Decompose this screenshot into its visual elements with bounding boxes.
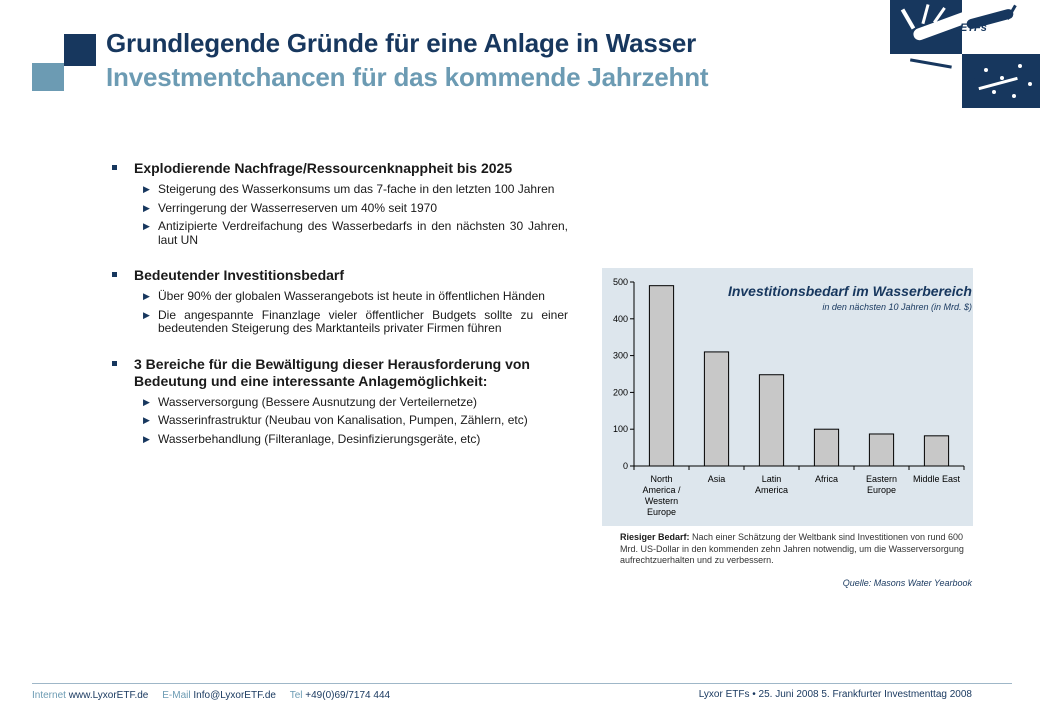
x-tick-label: Europe (647, 507, 676, 517)
y-tick-label: 500 (613, 277, 628, 287)
x-tick-label: North (650, 474, 672, 484)
internet-label: Internet (32, 690, 66, 701)
x-tick-label: Africa (815, 474, 838, 484)
section-heading: 3 Bereiche für die Bewältigung dieser He… (108, 356, 568, 390)
bar (868, 433, 895, 467)
x-tick-label: Middle East (913, 474, 961, 484)
sub-list: ▶ Wasserversorgung (Bessere Ausnutzung de… (108, 394, 568, 447)
y-tick-label: 100 (613, 424, 628, 434)
chart-title: Investitionsbedarf im Wasserbereich (727, 283, 972, 299)
section-heading: Bedeutender Investitionsbedarf (108, 267, 568, 284)
arrow-bullet-icon: ▶ (143, 433, 150, 444)
arrow-bullet-icon: ▶ (143, 291, 150, 301)
y-tick-label: 400 (613, 314, 628, 324)
list-item: ▶ Über 90% der globalen Wasserangebots is… (143, 289, 545, 303)
list-item: ▶ Steigerung des Wasserkonsums um das 7-f… (143, 182, 555, 196)
bar (758, 374, 785, 467)
tel-label: Tel (289, 690, 303, 701)
bar (813, 428, 840, 467)
x-tick-label: Latin (762, 474, 782, 484)
list-item: ▶ Wasserinfrastruktur (Neubau von Kanalis… (143, 413, 528, 427)
bar (648, 285, 675, 467)
arrow-bullet-icon: ▶ (143, 309, 150, 320)
x-tick-label: Europe (867, 485, 896, 495)
square-bullet-icon (112, 360, 117, 366)
section-three-areas: 3 Bereiche für die Bewältigung dieser He… (108, 356, 568, 447)
note-text: Nach einer Schätzung der Weltbank sind I… (620, 532, 964, 565)
bar (703, 351, 730, 467)
bar (923, 435, 950, 467)
bullet-content: Explodierende Nachfrage/Ressourcenknapph… (108, 160, 568, 466)
section-demand: Explodierende Nachfrage/Ressourcenknapph… (108, 160, 568, 247)
footer-event-info: Lyxor ETFs • 25. Juni 2008 5. Frankfurte… (698, 689, 972, 700)
page-subtitle: Investmentchancen für das kommende Jahrz… (106, 62, 709, 92)
footer-contact: Internet www.LyxorETF.de E-Mail Info@Lyx… (32, 690, 390, 701)
x-tick-label: America / (642, 485, 681, 495)
y-tick-label: 0 (623, 461, 628, 471)
arrow-bullet-icon: ▶ (143, 415, 150, 425)
x-tick-label: Western (645, 496, 678, 506)
title-square-dark (64, 34, 96, 66)
square-bullet-icon (112, 272, 117, 277)
arrow-bullet-icon: ▶ (143, 184, 150, 194)
list-item: ▶ Die angespannte Finanzlage vieler öffen… (143, 307, 568, 335)
list-item: ▶ Verringerung der Wasserreserven um 40% … (143, 200, 438, 215)
page-title: Grundlegende Gründe für eine Anlage in W… (106, 28, 697, 58)
email-link[interactable]: Info@LyxorETF.de (193, 690, 276, 701)
y-tick-label: 300 (613, 351, 628, 361)
swiss-knife-icon: ETFs (900, 4, 1032, 98)
chart-note: Riesiger Bedarf: Nach einer Schätzung de… (620, 532, 972, 567)
y-tick-label: 200 (613, 387, 628, 397)
x-tick-label: Asia (708, 474, 726, 484)
sub-list: ▶ Steigerung des Wasserkonsums um das 7-f… (108, 182, 568, 247)
title-square-light (32, 63, 64, 91)
arrow-bullet-icon: ▶ (143, 202, 150, 213)
tel-value: +49(0)69/7174 444 (305, 690, 391, 701)
x-tick-label: Eastern (866, 474, 897, 484)
section-heading: Explodierende Nachfrage/Ressourcenknapph… (108, 160, 568, 177)
lyxor-etf-logo: ETFs (890, 0, 1040, 108)
email-label: E-Mail (162, 690, 191, 701)
logo-text: ETFs (960, 22, 987, 34)
list-item: ▶ Antizipierte Verdreifachung des Wasserb… (143, 219, 568, 247)
list-item: ▶ Wasserbehandlung (Filteranlage, Desinfi… (143, 431, 481, 446)
chart-source: Quelle: Masons Water Yearbook (842, 578, 972, 588)
note-label: Riesiger Bedarf: (620, 532, 690, 542)
list-item: ▶ Wasserversorgung (Bessere Ausnutzung de… (143, 394, 478, 409)
internet-link[interactable]: www.LyxorETF.de (68, 690, 149, 701)
arrow-bullet-icon: ▶ (143, 221, 150, 231)
footer-divider (32, 683, 1012, 684)
arrow-bullet-icon: ▶ (143, 396, 150, 407)
sub-list: ▶ Über 90% der globalen Wasserangebots is… (108, 289, 568, 336)
square-bullet-icon (112, 165, 117, 170)
x-tick-label: America (755, 485, 788, 495)
section-investment-need: Bedeutender Investitionsbedarf ▶ Über 90%… (108, 267, 568, 336)
chart-subtitle: in den nächsten 10 Jahren (in Mrd. $) (822, 302, 972, 312)
